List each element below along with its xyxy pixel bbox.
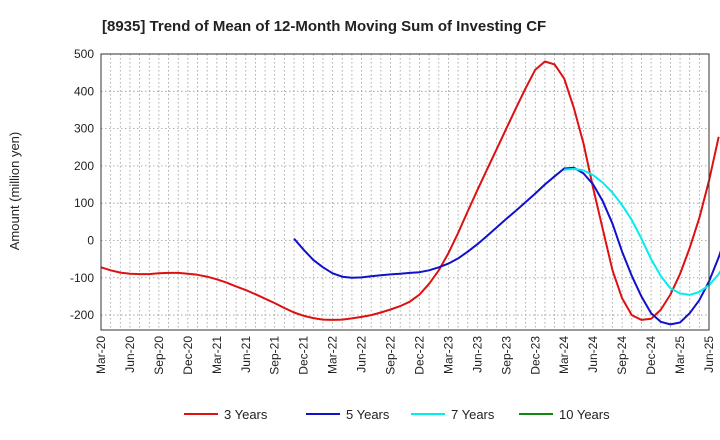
x-tick-label: Mar-21	[210, 336, 224, 374]
x-tick-label: Mar-22	[326, 336, 340, 374]
y-tick-label: -200	[70, 308, 94, 322]
x-tick-label: Mar-25	[673, 336, 687, 374]
legend-label: 10 Years	[559, 407, 610, 422]
series-line-5-years	[293, 166, 720, 326]
x-tick-label: Jun-24	[586, 336, 600, 373]
x-tick-label: Sep-20	[152, 336, 166, 375]
x-tick-labels: Mar-20 Jun-20 Sep-20 Dec-20 Mar-21 Jun-21 Sep-…	[94, 336, 716, 375]
legend-label: 7 Years	[451, 407, 495, 422]
plot-frame	[100, 53, 710, 331]
legend-label: 3 Years	[224, 407, 268, 422]
x-tick-label: Dec-23	[528, 336, 542, 375]
y-axis-label: Amount (million yen)	[7, 132, 22, 251]
x-tick-label: Sep-22	[384, 336, 398, 375]
x-tick-label: Jun-22	[355, 336, 369, 373]
series-line-3-years	[100, 60, 720, 321]
chart-title: [8935] Trend of Mean of 12-Month Moving …	[102, 18, 546, 35]
y-tick-label: 400	[74, 84, 94, 98]
x-tick-label: Sep-24	[615, 336, 629, 375]
y-tick-label: 100	[74, 196, 94, 210]
x-tick-label: Jun-23	[470, 336, 484, 373]
x-tick-label: Mar-20	[94, 336, 108, 374]
x-tick-label: Dec-24	[644, 336, 658, 375]
legend-label: 5 Years	[346, 407, 390, 422]
x-tick-label: Mar-24	[557, 336, 571, 374]
x-tick-label: Dec-21	[297, 336, 311, 375]
y-tick-labels: 500 400 300 200 100 0 -100 -200	[70, 47, 94, 322]
x-tick-label: Sep-21	[268, 336, 282, 375]
x-tick-label: Mar-23	[441, 336, 455, 374]
legend: 3 Years 5 Years 7 Years 10 Years	[184, 407, 610, 422]
x-tick-label: Dec-20	[181, 336, 195, 375]
y-tick-label: -100	[70, 271, 94, 285]
x-tick-label: Jun-25	[702, 336, 716, 373]
x-tick-label: Sep-23	[499, 336, 513, 375]
x-tick-label: Jun-21	[239, 336, 253, 373]
series-lines	[100, 60, 720, 326]
series-line-7-years	[564, 167, 720, 296]
x-tick-label: Jun-20	[123, 336, 137, 373]
y-tick-label: 0	[87, 233, 94, 247]
grid-lines	[101, 53, 709, 330]
y-tick-label: 500	[74, 47, 94, 61]
y-tick-label: 200	[74, 159, 94, 173]
y-tick-label: 300	[74, 122, 94, 136]
x-tick-label: Dec-22	[412, 336, 426, 375]
